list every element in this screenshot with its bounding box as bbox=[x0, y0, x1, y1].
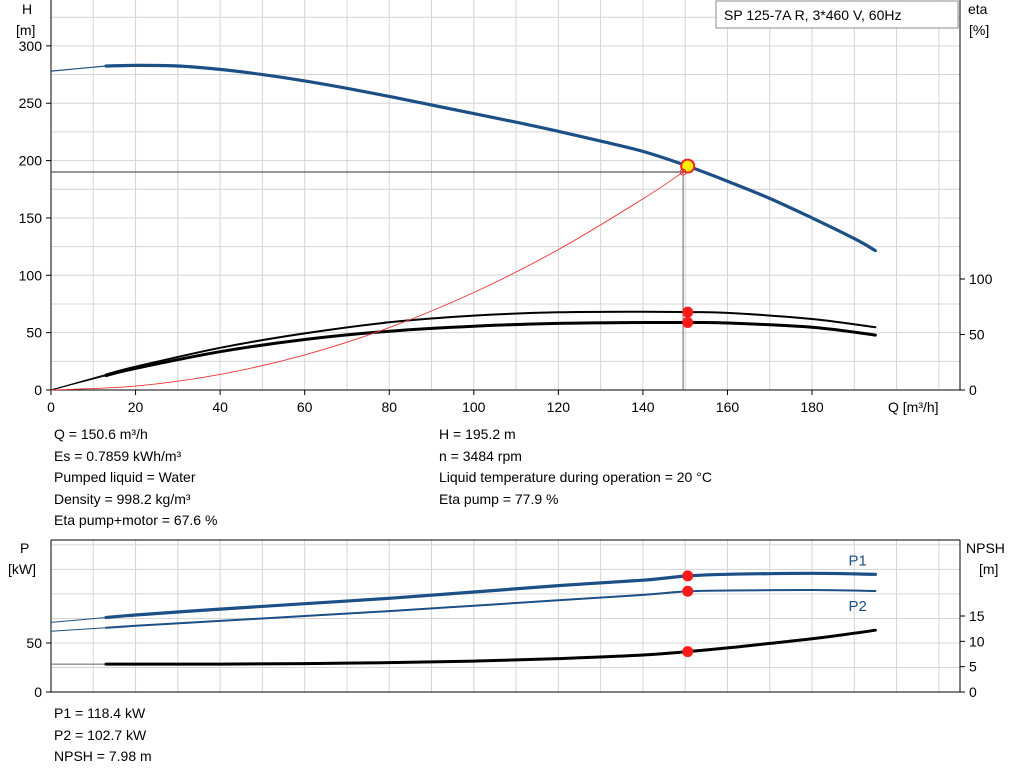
info-block-right: H = 195.2 m n = 3484 rpm Liquid temperat… bbox=[439, 424, 712, 510]
head-curve bbox=[104, 63, 877, 253]
eta-pump-motor-curve-extension bbox=[50, 375, 107, 391]
x-tick-label: 60 bbox=[297, 399, 313, 415]
y-left-tick-label: 200 bbox=[19, 153, 43, 169]
info-p1: P1 = 118.4 kW bbox=[54, 705, 146, 721]
npsh-tick-label: 5 bbox=[969, 659, 977, 675]
eta-pump-curve bbox=[105, 310, 877, 376]
y-right-tick-label: 0 bbox=[969, 382, 977, 398]
x-tick-label: 180 bbox=[800, 399, 824, 415]
npsh-axis-unit: [m] bbox=[979, 561, 998, 577]
y-right-axis-label: eta bbox=[968, 1, 988, 17]
chart-title: SP 125-7A R, 3*460 V, 60Hz bbox=[724, 7, 901, 23]
x-tick-label: 40 bbox=[212, 399, 228, 415]
y-left-tick-label: 250 bbox=[19, 95, 43, 111]
system-curve bbox=[50, 171, 684, 391]
npsh-tick-label: 15 bbox=[969, 608, 985, 624]
x-tick-label: 160 bbox=[716, 399, 740, 415]
x-tick-label: 120 bbox=[547, 399, 571, 415]
y-left-tick-label: 300 bbox=[19, 38, 43, 54]
x-tick-label: 140 bbox=[631, 399, 655, 415]
top-chart-grid bbox=[51, 0, 960, 390]
y-right-tick-label: 50 bbox=[969, 327, 985, 343]
info-head: H = 195.2 m bbox=[439, 426, 516, 442]
info-eta-pump: Eta pump = 77.9 % bbox=[439, 490, 559, 507]
info-p2: P2 = 102.7 kW bbox=[54, 726, 147, 743]
x-tick-label: 100 bbox=[462, 399, 486, 415]
head-curve-extension bbox=[50, 65, 107, 72]
series-label-p2: P2 bbox=[848, 598, 866, 615]
info-eta-pump-motor: Eta pump+motor = 67.6 % bbox=[54, 512, 218, 528]
p-tick-label: 50 bbox=[26, 635, 42, 651]
y-left-tick-label: 100 bbox=[19, 267, 43, 283]
eta-pump-motor-marker bbox=[682, 317, 694, 329]
y-left-tick-label: 50 bbox=[26, 325, 42, 341]
x-tick-label: 0 bbox=[47, 399, 55, 415]
bottom-chart-series bbox=[50, 571, 877, 666]
chart-labels: 0 20 40 60 80 100 120 140 160 180 Q [m³/h]05010015… bbox=[8, 0, 1005, 700]
system-point-marker bbox=[679, 168, 687, 176]
y-left-tick-label: 0 bbox=[34, 382, 42, 398]
bottom-chart-axes bbox=[46, 539, 965, 693]
top-chart-axes bbox=[46, 0, 965, 395]
y-left-axis-unit: [m] bbox=[16, 22, 35, 38]
info-block-bottom: P1 = 118.4 kW P2 = 102.7 kW NPSH = 7.98 … bbox=[54, 703, 152, 768]
bottom-chart-markers bbox=[682, 570, 694, 658]
x-tick-label: 80 bbox=[381, 399, 397, 415]
npsh-tick-label: 10 bbox=[969, 633, 985, 649]
p2-marker bbox=[682, 585, 694, 597]
info-block-left: Q = 150.6 m³/h Es = 0.7859 kWh/m³ Pumped… bbox=[54, 424, 217, 532]
info-speed: n = 3484 rpm bbox=[439, 447, 522, 464]
series-label-p1: P1 bbox=[848, 552, 866, 569]
x-axis-label: Q [m³/h] bbox=[888, 399, 939, 415]
y-right-axis-unit: [%] bbox=[969, 22, 989, 38]
x-tick-label: 20 bbox=[128, 399, 144, 415]
info-density: Density = 998.2 kg/m³ bbox=[54, 490, 191, 507]
info-npsh: NPSH = 7.98 m bbox=[54, 748, 152, 764]
p-tick-label: 0 bbox=[34, 684, 42, 700]
info-energy: Es = 0.7859 kWh/m³ bbox=[54, 447, 182, 464]
eta-pump-motor-curve bbox=[104, 320, 877, 378]
top-chart-markers bbox=[679, 158, 696, 329]
info-flow: Q = 150.6 m³/h bbox=[54, 426, 148, 442]
p2-curve-extension bbox=[50, 627, 107, 632]
npsh-curve bbox=[104, 628, 877, 666]
p2-curve bbox=[105, 588, 877, 629]
y-left-axis-label: H bbox=[22, 1, 32, 17]
p1-curve-extension bbox=[50, 617, 107, 623]
y-left-tick-label: 150 bbox=[19, 210, 43, 226]
duty-point-marker bbox=[680, 158, 696, 174]
p-axis-unit: [kW] bbox=[8, 561, 36, 577]
info-liquid: Pumped liquid = Water bbox=[54, 469, 196, 485]
title-box bbox=[715, 0, 959, 29]
info-temperature: Liquid temperature during operation = 20… bbox=[439, 469, 712, 485]
y-right-tick-label: 100 bbox=[969, 271, 993, 287]
eta-pump-marker bbox=[682, 306, 694, 318]
bottom-chart-grid bbox=[51, 540, 960, 692]
npsh-marker bbox=[682, 646, 694, 658]
p1-curve bbox=[104, 571, 877, 620]
p-axis-label: P bbox=[20, 540, 29, 556]
top-chart-series bbox=[50, 63, 877, 391]
npsh-axis-label: NPSH bbox=[966, 540, 1005, 556]
npsh-tick-label: 0 bbox=[969, 684, 977, 700]
p1-marker bbox=[682, 570, 694, 582]
